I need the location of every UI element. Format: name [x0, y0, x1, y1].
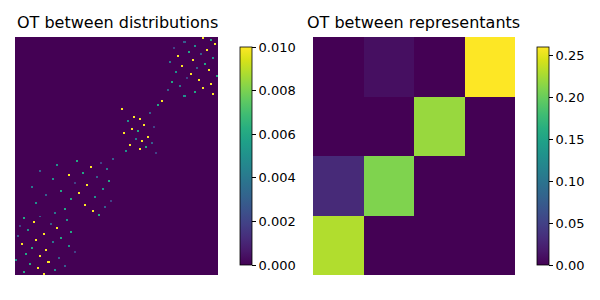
svg-text:0.15: 0.15 [556, 132, 585, 147]
svg-text:OT between distributions: OT between distributions [17, 13, 218, 32]
svg-text:0.010: 0.010 [259, 40, 296, 55]
svg-text:0.05: 0.05 [556, 216, 585, 231]
svg-text:0.002: 0.002 [259, 214, 296, 229]
svg-text:0.000: 0.000 [259, 258, 296, 273]
svg-text:0.20: 0.20 [556, 90, 585, 105]
svg-text:0.008: 0.008 [259, 83, 296, 98]
svg-text:0.006: 0.006 [259, 127, 296, 142]
svg-text:0.004: 0.004 [259, 170, 296, 185]
svg-text:0.25: 0.25 [556, 48, 585, 63]
svg-text:0.10: 0.10 [556, 174, 585, 189]
svg-text:OT between representants: OT between representants [307, 13, 520, 32]
svg-text:0.00: 0.00 [556, 258, 585, 273]
